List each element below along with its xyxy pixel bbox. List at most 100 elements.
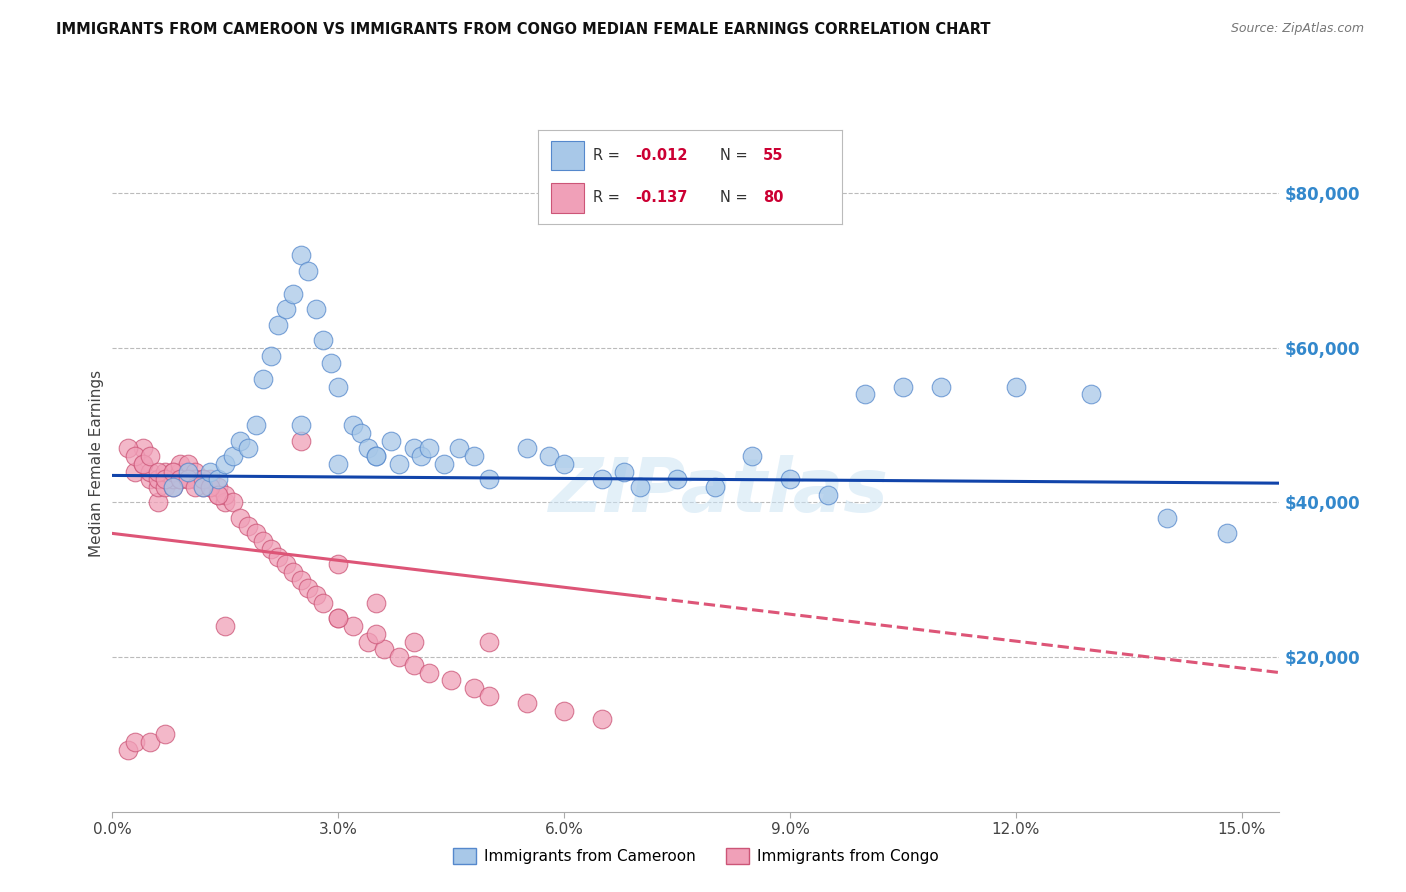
Point: [222, 495, 245, 509]
Point: [214, 457, 236, 471]
Point: [131, 442, 153, 456]
Point: [177, 472, 200, 486]
Point: [124, 735, 146, 749]
Point: [259, 349, 281, 363]
Point: [191, 480, 214, 494]
Point: [162, 472, 184, 486]
Point: [402, 657, 425, 672]
Point: [146, 480, 169, 494]
Point: [267, 318, 290, 332]
Point: [274, 302, 297, 317]
Y-axis label: Median Female Earnings: Median Female Earnings: [89, 370, 104, 558]
Point: [891, 379, 914, 393]
Point: [139, 449, 162, 463]
Point: [290, 434, 312, 448]
Point: [433, 457, 456, 471]
Point: [516, 697, 538, 711]
Point: [357, 634, 380, 648]
Point: [131, 457, 153, 471]
Point: [312, 333, 335, 347]
Point: [139, 735, 162, 749]
Point: [169, 472, 191, 486]
Point: [146, 465, 169, 479]
Point: [191, 472, 214, 486]
Point: [229, 511, 252, 525]
Point: [418, 665, 440, 680]
Point: [162, 465, 184, 479]
Point: [418, 442, 440, 456]
Point: [328, 379, 350, 393]
Point: [200, 480, 222, 494]
Point: [613, 465, 636, 479]
Point: [817, 488, 839, 502]
Point: [553, 704, 575, 718]
Point: [169, 465, 191, 479]
Point: [929, 379, 952, 393]
Point: [245, 526, 267, 541]
Point: [200, 472, 222, 486]
Text: ZIPatlas: ZIPatlas: [550, 455, 890, 528]
Point: [741, 449, 763, 463]
Point: [350, 425, 373, 440]
Point: [447, 442, 470, 456]
Point: [319, 356, 342, 370]
Point: [478, 689, 501, 703]
Point: [364, 449, 387, 463]
Point: [162, 480, 184, 494]
Point: [463, 449, 485, 463]
Point: [153, 472, 176, 486]
Point: [297, 581, 319, 595]
Text: Source: ZipAtlas.com: Source: ZipAtlas.com: [1230, 22, 1364, 36]
Point: [207, 488, 229, 502]
Point: [440, 673, 463, 688]
Point: [1080, 387, 1102, 401]
Point: [553, 457, 575, 471]
Point: [364, 449, 387, 463]
Text: IMMIGRANTS FROM CAMEROON VS IMMIGRANTS FROM CONGO MEDIAN FEMALE EARNINGS CORRELA: IMMIGRANTS FROM CAMEROON VS IMMIGRANTS F…: [56, 22, 991, 37]
Point: [703, 480, 725, 494]
Point: [328, 611, 350, 625]
Point: [628, 480, 651, 494]
Point: [290, 248, 312, 262]
Point: [207, 472, 229, 486]
Point: [364, 627, 387, 641]
Point: [131, 457, 153, 471]
Point: [274, 558, 297, 572]
Point: [124, 465, 146, 479]
Point: [200, 480, 222, 494]
Point: [387, 457, 409, 471]
Point: [328, 611, 350, 625]
Point: [364, 596, 387, 610]
Point: [516, 442, 538, 456]
Point: [387, 650, 409, 665]
Point: [200, 465, 222, 479]
Point: [1216, 526, 1239, 541]
Point: [124, 449, 146, 463]
Point: [184, 465, 207, 479]
Point: [402, 442, 425, 456]
Point: [411, 449, 433, 463]
Point: [259, 541, 281, 556]
Point: [591, 712, 613, 726]
Point: [591, 472, 613, 486]
Point: [184, 472, 207, 486]
Point: [153, 465, 176, 479]
Point: [245, 418, 267, 433]
Point: [191, 472, 214, 486]
Point: [290, 418, 312, 433]
Point: [380, 434, 402, 448]
Point: [779, 472, 801, 486]
Point: [305, 588, 328, 602]
Point: [305, 302, 328, 317]
Point: [169, 472, 191, 486]
Point: [297, 263, 319, 277]
Point: [283, 565, 305, 579]
Point: [252, 372, 274, 386]
Point: [177, 457, 200, 471]
Point: [229, 434, 252, 448]
Point: [162, 480, 184, 494]
Point: [538, 449, 561, 463]
Point: [666, 472, 689, 486]
Point: [139, 472, 162, 486]
Point: [153, 480, 176, 494]
